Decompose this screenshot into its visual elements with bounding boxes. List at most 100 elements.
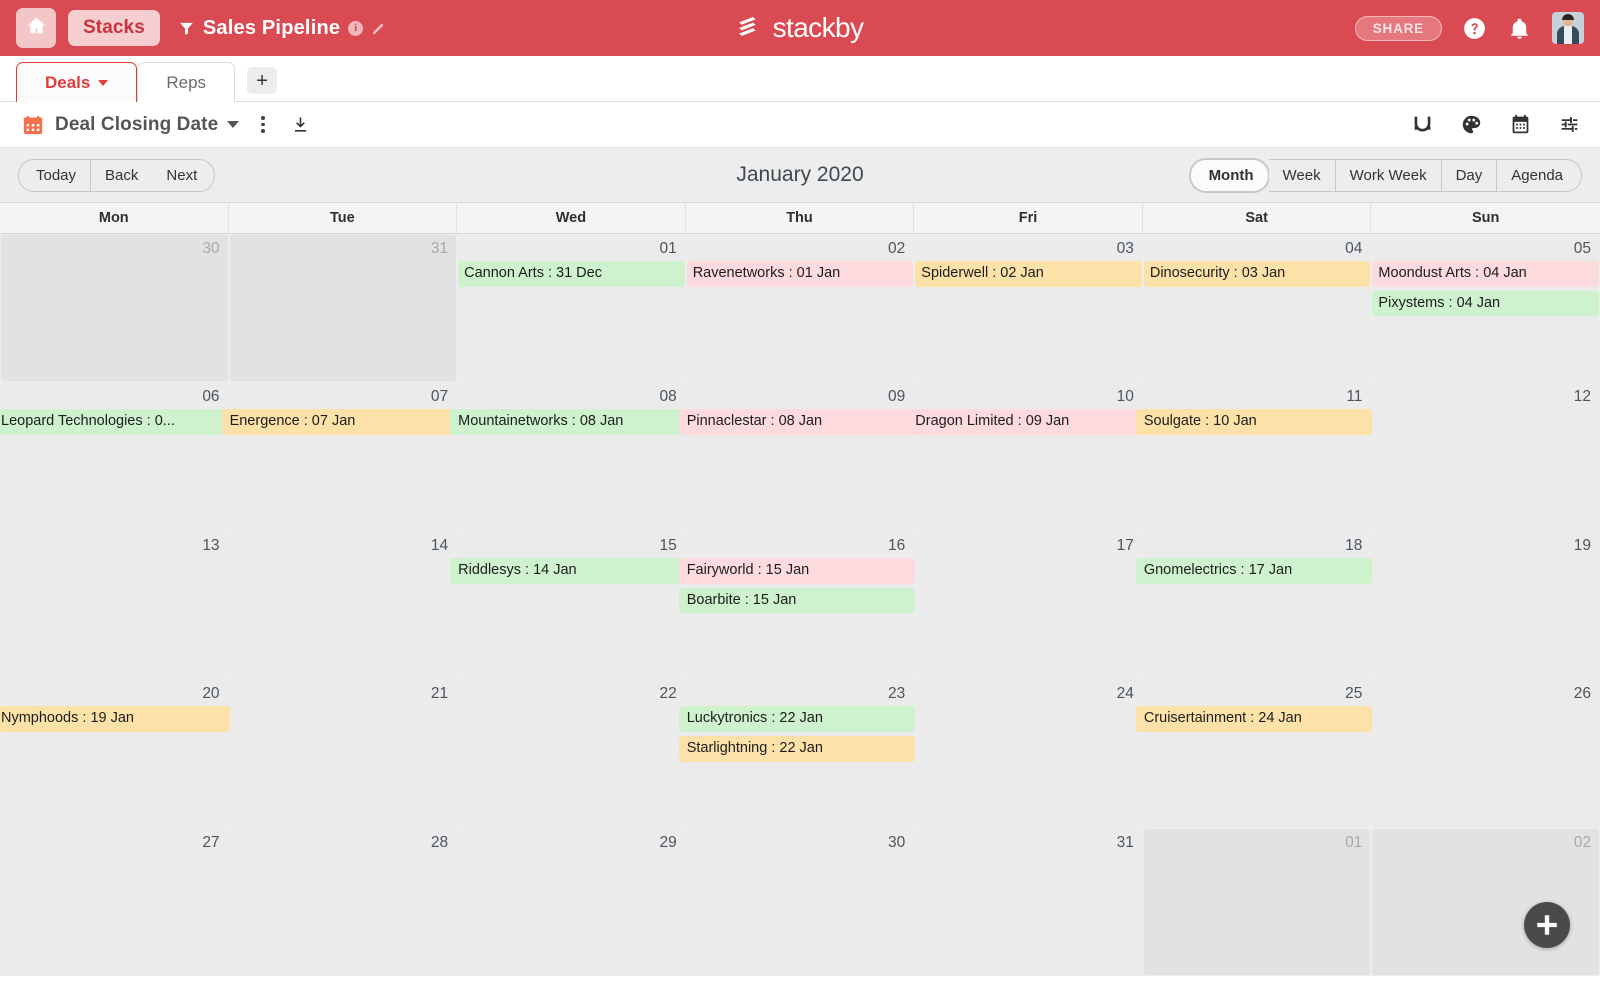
calendar-event[interactable]: Luckytronics : 22 Jan xyxy=(678,706,916,732)
calendar-event[interactable]: Fairyworld : 15 Jan xyxy=(678,557,916,584)
chevron-down-icon[interactable] xyxy=(98,79,109,86)
calendar-day-cell[interactable]: 19 xyxy=(1372,531,1599,679)
calendar-event[interactable]: Mountainetworks : 08 Jan xyxy=(450,409,687,436)
day-events xyxy=(915,851,1142,855)
calendar-event[interactable]: Dragon Limited : 09 Jan xyxy=(907,409,1144,436)
magnet-icon[interactable] xyxy=(1412,114,1433,135)
view-month-button[interactable]: Month xyxy=(1189,158,1269,192)
day-number: 28 xyxy=(430,833,449,851)
calendar-event[interactable]: Boarbite : 15 Jan xyxy=(678,587,916,614)
calendar-day-cell[interactable]: 18 Gnomelectrics : 17 Jan xyxy=(1135,531,1373,679)
add-record-button[interactable] xyxy=(1524,902,1570,948)
day-number: 22 xyxy=(659,685,677,703)
add-table-button[interactable]: + xyxy=(247,67,278,94)
day-events xyxy=(230,257,457,261)
day-events: Spiderwell : 02 Jan xyxy=(915,257,1142,287)
calendar-event[interactable]: Leopard Technologies : 0... xyxy=(0,409,230,436)
day-number: 14 xyxy=(430,536,449,554)
view-agenda-button[interactable]: Agenda xyxy=(1497,158,1582,192)
calendar-day-cell[interactable]: 08 Mountainetworks : 08 Jan xyxy=(450,383,687,530)
more-options-icon[interactable] xyxy=(261,116,265,133)
calendar-event[interactable]: Moondust Arts : 04 Jan xyxy=(1372,261,1599,287)
calendar-day-cell[interactable]: 07 Energence : 07 Jan xyxy=(221,383,459,530)
day-events xyxy=(915,554,1142,558)
day-number: 03 xyxy=(1116,240,1134,257)
help-icon[interactable] xyxy=(1462,16,1487,41)
tab-reps[interactable]: Reps xyxy=(137,62,236,102)
day-number: 02 xyxy=(1573,833,1591,851)
calendar-event[interactable]: Energence : 07 Jan xyxy=(221,409,459,436)
calendar-day-cell[interactable]: 15 Riddlesys : 14 Jan xyxy=(450,531,687,679)
calendar-event[interactable]: Gnomelectrics : 17 Jan xyxy=(1135,557,1373,584)
calendar-day-cell[interactable]: 25 Cruisertainment : 24 Jan xyxy=(1135,680,1373,827)
day-number: 12 xyxy=(1573,388,1591,406)
day-events xyxy=(1372,702,1599,706)
calendar-day-cell[interactable]: 12 xyxy=(1372,383,1599,530)
calendar-day-cell[interactable]: 14 xyxy=(229,531,457,679)
calendar-day-cell[interactable]: 29 xyxy=(458,828,685,976)
calendar-day-cell[interactable]: 22 xyxy=(458,680,685,827)
calendar-day-cell[interactable]: 09 Pinnaclestar : 08 Jan xyxy=(678,383,916,530)
calendar-day-cell[interactable]: 13 xyxy=(1,531,228,679)
calendar-day-cell[interactable]: 11 Soulgate : 10 Jan xyxy=(1135,383,1373,530)
pencil-icon[interactable] xyxy=(371,21,386,36)
download-icon[interactable] xyxy=(291,115,310,134)
calendar-day-cell[interactable]: 31 xyxy=(229,235,457,382)
calendar-day-cell[interactable]: 27 xyxy=(1,828,228,976)
calendar-event[interactable]: Ravenetworks : 01 Jan xyxy=(686,261,914,287)
calendar-day-cell[interactable]: 17 xyxy=(915,531,1142,679)
calendar-day-cell[interactable]: 05 Moondust Arts : 04 Jan Pixystems : 04 J… xyxy=(1372,235,1599,382)
stacks-button[interactable]: Stacks xyxy=(68,10,160,46)
notification-bell-icon[interactable] xyxy=(1507,16,1532,41)
color-palette-icon[interactable] xyxy=(1461,114,1482,135)
calendar-day-cell[interactable]: 20 Nymphoods : 19 Jan xyxy=(0,680,230,827)
calendar-day-cell[interactable]: 28 xyxy=(229,828,457,976)
today-button[interactable]: Today xyxy=(18,158,92,192)
calendar-day-cell[interactable]: 04 Dinosecurity : 03 Jan xyxy=(1143,235,1371,382)
calendar-day-cell[interactable]: 24 xyxy=(915,680,1142,827)
calendar-settings-icon[interactable] xyxy=(1510,114,1531,135)
day-events xyxy=(458,851,685,855)
view-work-week-button[interactable]: Work Week xyxy=(1335,158,1442,192)
calendar-event[interactable]: Pixystems : 04 Jan xyxy=(1372,290,1599,317)
calendar-day-cell[interactable]: 30 xyxy=(686,828,914,976)
calendar-event[interactable]: Starlightning : 22 Jan xyxy=(678,735,916,762)
field-settings-icon[interactable] xyxy=(1559,114,1580,135)
calendar-day-cell[interactable]: 02 Ravenetworks : 01 Jan xyxy=(686,235,914,382)
back-button[interactable]: Back xyxy=(91,158,153,192)
calendar-event[interactable]: Spiderwell : 02 Jan xyxy=(915,261,1142,287)
tab-reps-label: Reps xyxy=(166,72,207,92)
share-button[interactable]: SHARE xyxy=(1354,15,1442,41)
calendar-day-cell[interactable]: 03 Spiderwell : 02 Jan xyxy=(915,235,1142,382)
calendar-event[interactable]: Dinosecurity : 03 Jan xyxy=(1143,261,1371,287)
view-week-button[interactable]: Week xyxy=(1268,158,1336,192)
calendar-day-cell[interactable]: 02 xyxy=(1372,828,1599,976)
calendar-day-cell[interactable]: 30 xyxy=(1,235,228,382)
calendar-event[interactable]: Soulgate : 10 Jan xyxy=(1135,409,1373,436)
calendar-day-cell[interactable]: 16 Fairyworld : 15 Jan Boarbite : 15 Jan xyxy=(678,531,916,679)
day-events: Pinnaclestar : 08 Jan xyxy=(678,405,916,436)
calendar-week-row: 13 14 15 Riddlesys : 14 Jan 16 Fairyworld : 1… xyxy=(0,531,1600,679)
calendar-day-cell[interactable]: 06 Leopard Technologies : 0... xyxy=(0,383,230,530)
funnel-icon[interactable] xyxy=(178,20,195,37)
calendar-day-cell[interactable]: 01 Cannon Arts : 31 Dec xyxy=(458,235,685,382)
view-toolbar-right xyxy=(1412,114,1580,135)
calendar-event[interactable]: Cruisertainment : 24 Jan xyxy=(1135,706,1373,732)
info-icon[interactable]: i xyxy=(348,20,364,36)
home-button[interactable] xyxy=(16,8,56,48)
calendar-event[interactable]: Pinnaclestar : 08 Jan xyxy=(678,409,916,436)
calendar-event[interactable]: Riddlesys : 14 Jan xyxy=(450,557,687,584)
next-button[interactable]: Next xyxy=(152,158,216,192)
calendar-day-cell[interactable]: 23 Luckytronics : 22 Jan Starlightning : 2… xyxy=(678,680,916,827)
calendar-day-cell[interactable]: 26 xyxy=(1372,680,1599,827)
calendar-event[interactable]: Nymphoods : 19 Jan xyxy=(0,706,230,732)
calendar-day-cell[interactable]: 10 Dragon Limited : 09 Jan xyxy=(907,383,1144,530)
calendar-day-cell[interactable]: 31 xyxy=(915,828,1142,976)
tab-deals[interactable]: Deals xyxy=(16,62,138,102)
chevron-down-icon[interactable] xyxy=(227,121,240,128)
view-day-button[interactable]: Day xyxy=(1441,158,1498,192)
calendar-event[interactable]: Cannon Arts : 31 Dec xyxy=(458,261,685,287)
calendar-day-cell[interactable]: 21 xyxy=(229,680,457,827)
avatar[interactable] xyxy=(1552,12,1584,44)
calendar-day-cell[interactable]: 01 xyxy=(1143,828,1371,976)
